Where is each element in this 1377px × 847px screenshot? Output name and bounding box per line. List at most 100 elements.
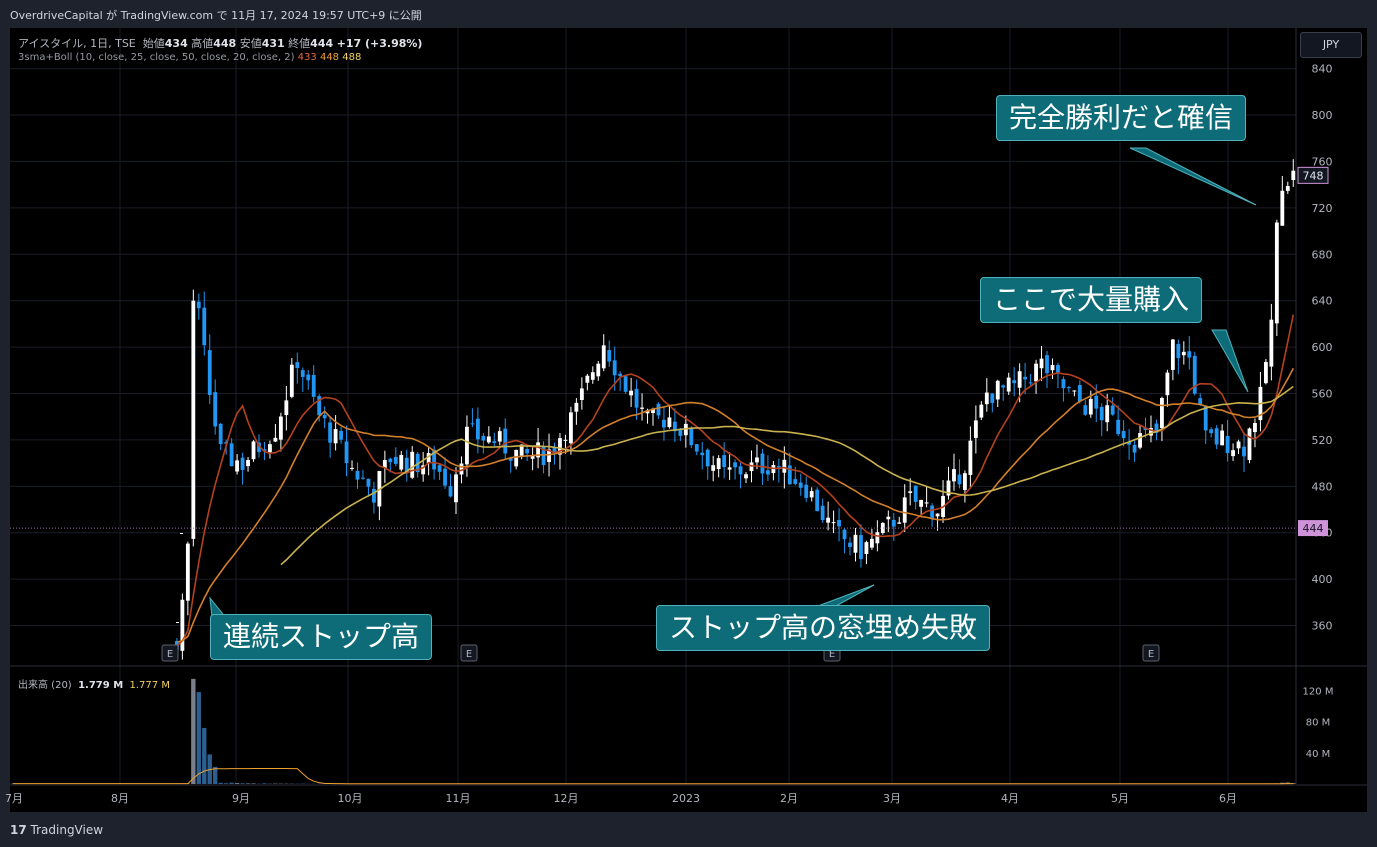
- candle-body: [798, 482, 803, 488]
- earnings-marker: [161, 644, 179, 662]
- candle-body: [399, 454, 404, 470]
- candle-body: [711, 465, 716, 471]
- candle-body: [1176, 343, 1181, 359]
- stray-tick: [180, 533, 183, 534]
- indicator-value-2: 448: [319, 52, 340, 63]
- volume-value-1: 1.779 M: [78, 680, 124, 691]
- earnings-marker-label: E: [1148, 649, 1154, 660]
- candle-body: [393, 456, 398, 464]
- candle-body: [1236, 441, 1241, 449]
- price-marker-label: 748: [1303, 169, 1324, 182]
- candle-body: [295, 362, 300, 369]
- candle-body: [793, 479, 798, 484]
- candle-body: [432, 449, 437, 470]
- candle-body: [727, 467, 732, 470]
- volume-name: 出来高 (20): [18, 680, 72, 691]
- candle-body: [355, 470, 360, 480]
- tv-icon: 𝟭𝟳: [10, 823, 27, 837]
- candle-body: [229, 443, 234, 467]
- candle-body: [902, 497, 907, 523]
- candle-body: [317, 396, 322, 416]
- candle-body: [1105, 405, 1110, 423]
- legend-close-label: 終値: [288, 37, 311, 50]
- candle-body: [924, 502, 929, 504]
- candle-body: [662, 419, 666, 428]
- candle-body: [1050, 365, 1055, 371]
- legend-high: 448: [213, 37, 237, 50]
- candle-body: [738, 466, 743, 475]
- candle-body: [607, 350, 612, 362]
- price-marker-tag: [1297, 166, 1329, 184]
- candle-body: [700, 452, 705, 456]
- candle-body: [787, 465, 792, 485]
- candle-body: [246, 459, 250, 467]
- candle-body: [760, 453, 765, 474]
- candle-body: [1017, 371, 1022, 388]
- candle-body: [218, 423, 223, 445]
- candle-body: [908, 491, 913, 493]
- publish-bar: OverdriveCapital が TradingView.com で 11月…: [0, 0, 1377, 28]
- candle-body: [1006, 377, 1011, 392]
- candle-body: [853, 534, 858, 553]
- candle-body: [180, 599, 185, 651]
- tradingview-logo[interactable]: 𝟭𝟳 TradingView: [10, 823, 103, 837]
- candle-body: [382, 460, 387, 469]
- candle-body: [459, 463, 464, 475]
- candle-body: [1034, 363, 1038, 382]
- earnings-marker: [460, 644, 478, 662]
- candle-body: [1056, 365, 1060, 374]
- candle-body: [465, 426, 469, 465]
- candle-body: [1280, 190, 1285, 226]
- candle-body: [1231, 450, 1235, 457]
- candle-body: [585, 375, 590, 383]
- currency-button[interactable]: JPY: [1300, 32, 1362, 58]
- volume-bar: [229, 782, 234, 784]
- candle-body: [656, 403, 661, 416]
- price-tick-label: 600: [1312, 341, 1333, 354]
- candle-body: [1263, 362, 1268, 384]
- price-marker-label: 444: [1303, 522, 1324, 535]
- candle-body: [536, 442, 540, 458]
- candle-body: [1274, 222, 1279, 324]
- candle-body: [361, 477, 365, 479]
- candle-body: [1187, 351, 1192, 358]
- candle-body: [552, 447, 557, 452]
- candle-body: [782, 459, 787, 473]
- price-tick-label: 760: [1312, 155, 1333, 168]
- candle-body: [410, 451, 415, 478]
- candle-body: [886, 516, 891, 520]
- candle-body: [776, 466, 781, 468]
- candle-body: [240, 457, 245, 470]
- candle-body: [300, 370, 305, 377]
- candle-body: [869, 538, 874, 548]
- time-tick-label: 11月: [446, 792, 471, 805]
- candle-body: [848, 542, 852, 547]
- stray-tick: [176, 622, 179, 623]
- candle-body: [454, 474, 458, 503]
- time-tick-label: 7月: [5, 792, 23, 805]
- candle-body: [1023, 376, 1028, 380]
- candle-body: [492, 441, 497, 443]
- time-tick-label: 12月: [554, 792, 579, 805]
- candle-body: [645, 410, 650, 414]
- candle-body: [634, 388, 639, 408]
- price-marker-tag: [1298, 520, 1328, 537]
- candle-body: [820, 505, 825, 520]
- candle-body: [1132, 444, 1137, 453]
- candle-body: [722, 455, 727, 468]
- candle-body: [481, 435, 486, 441]
- candle-body: [574, 402, 579, 412]
- candle-body: [519, 444, 524, 456]
- candle-body: [897, 522, 902, 524]
- candle-body: [766, 470, 770, 475]
- legend-open: 434: [164, 37, 188, 50]
- candle-body: [1099, 406, 1104, 421]
- candle-body: [689, 428, 694, 446]
- candle-body: [306, 374, 311, 381]
- candle-body: [1039, 358, 1044, 369]
- volume-bar: [251, 783, 256, 784]
- candle-body: [1061, 379, 1066, 389]
- time-tick-label: 5月: [1111, 792, 1129, 805]
- candle-body: [1203, 405, 1208, 431]
